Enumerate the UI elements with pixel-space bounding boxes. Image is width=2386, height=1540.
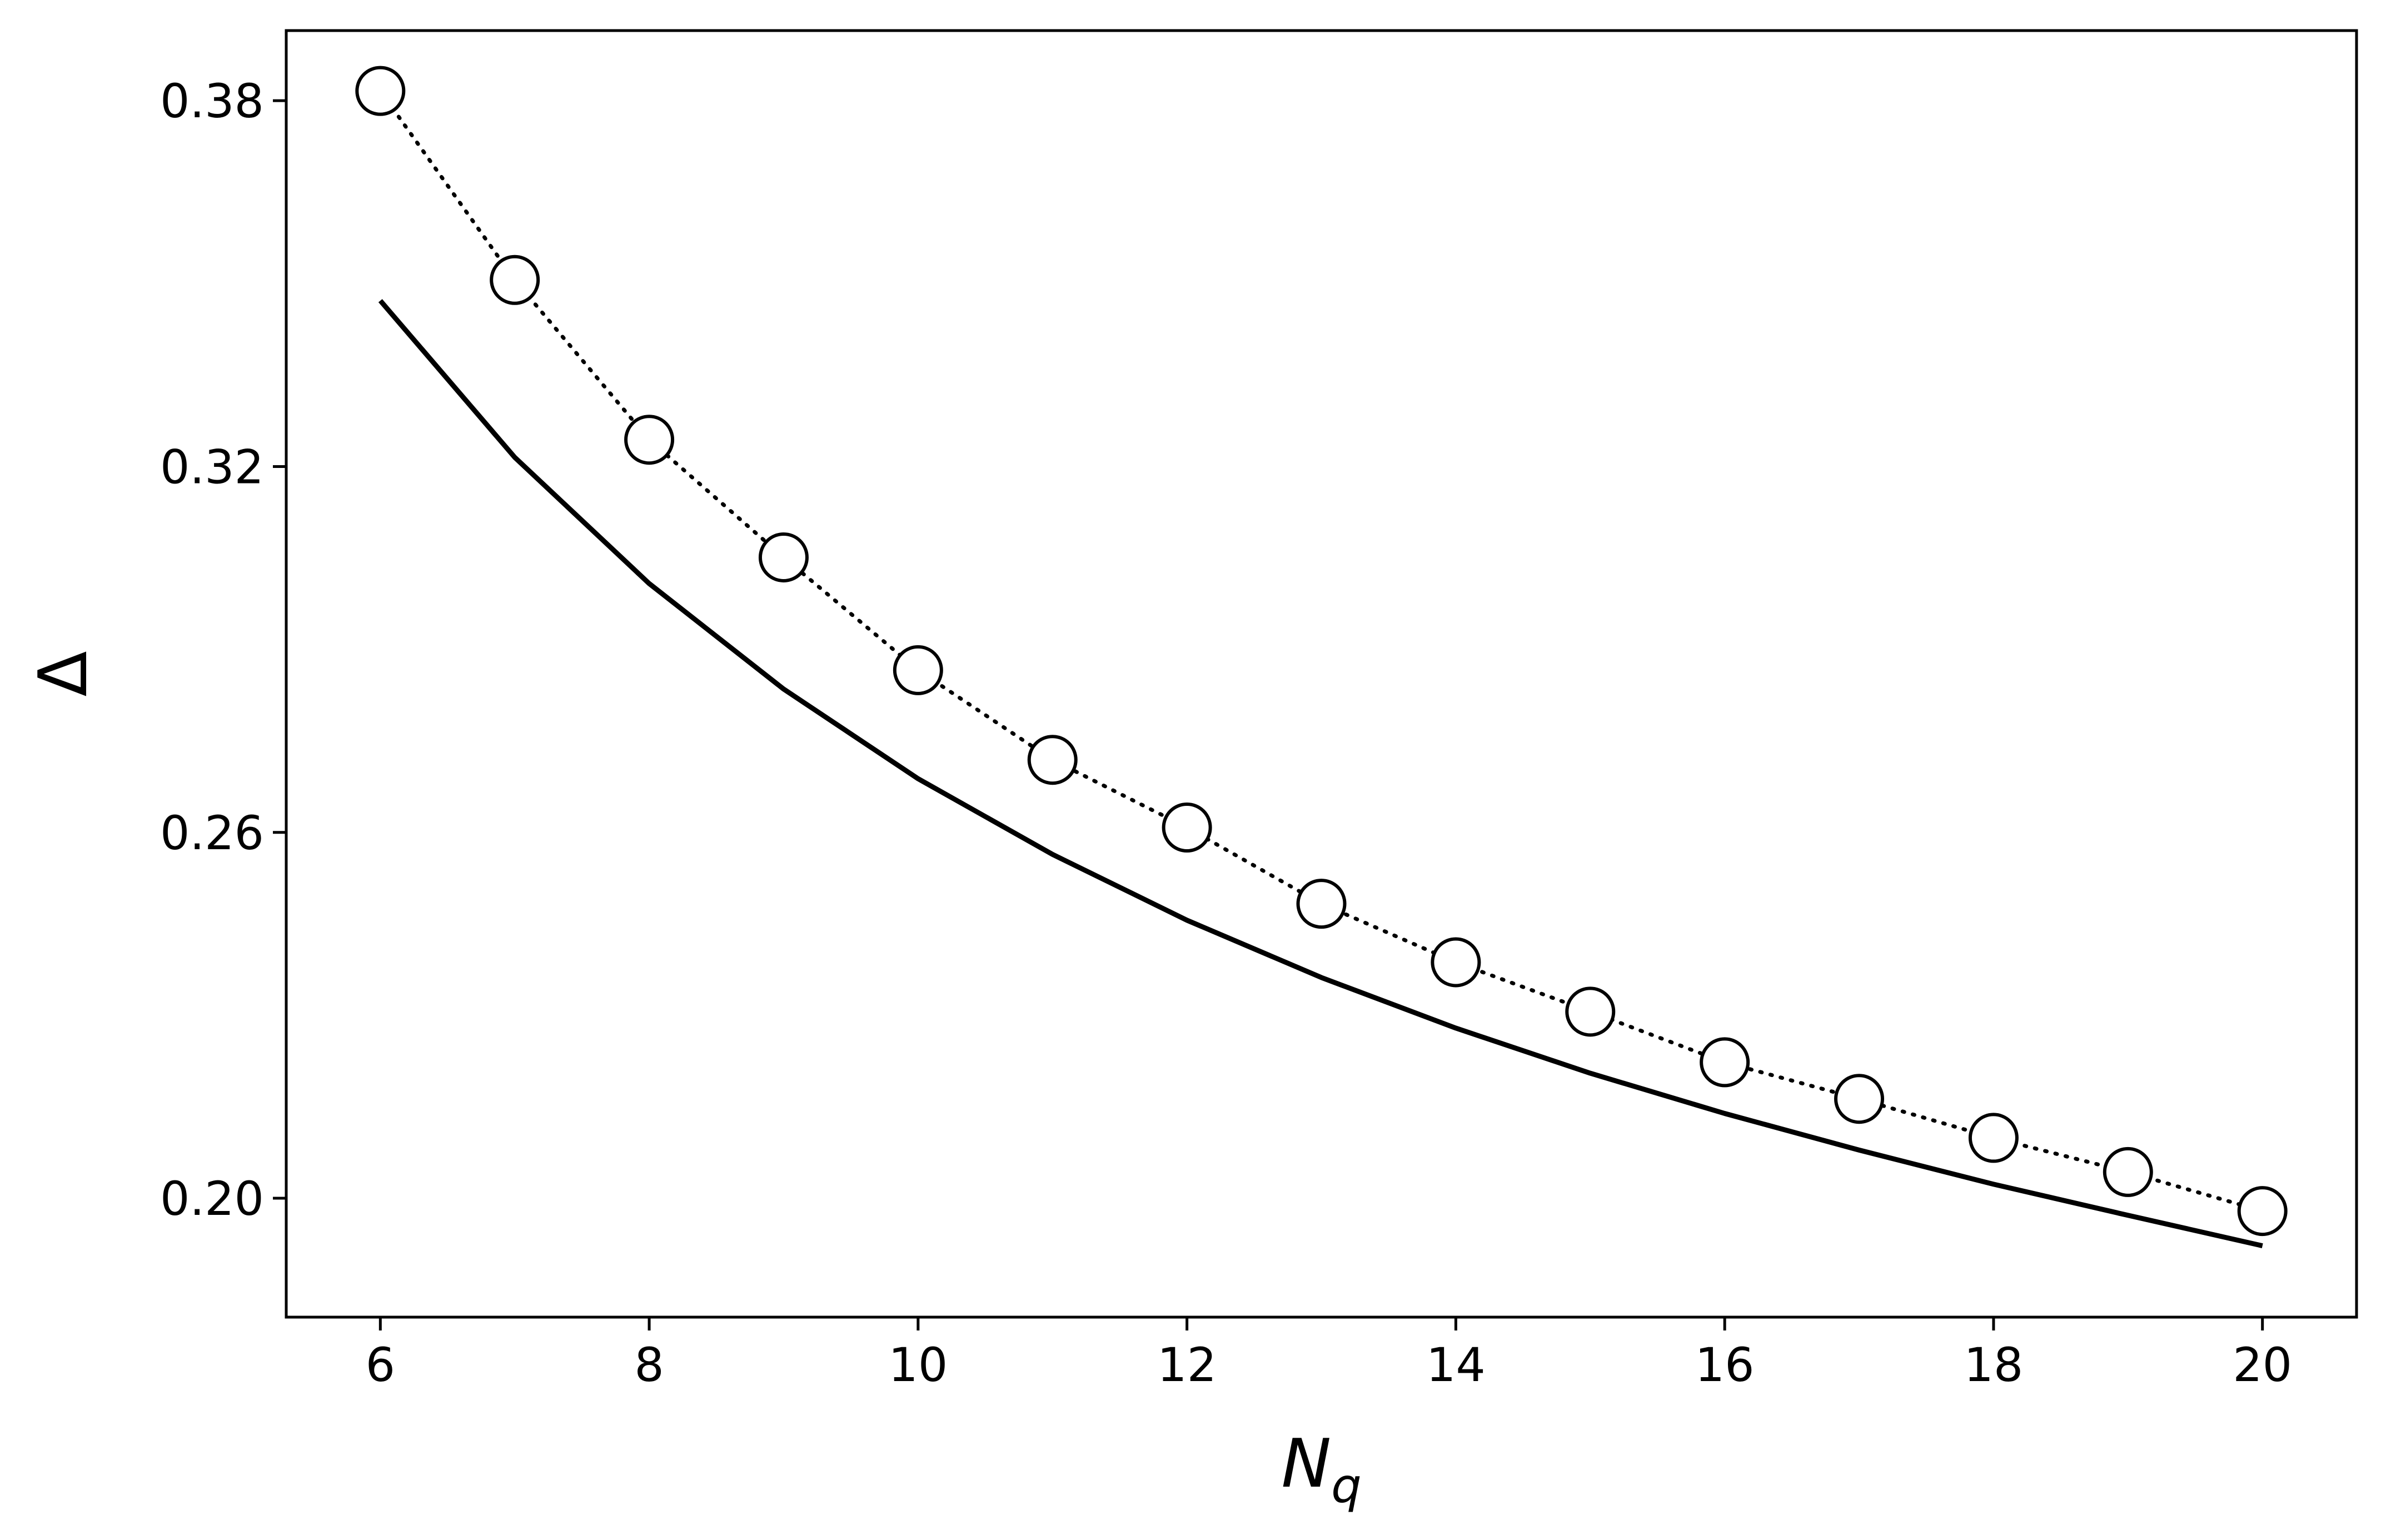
x-axis-label-subscript: q (1331, 1458, 1362, 1514)
y-axis-ticks: 0.20 0.26 0.32 0.38 (160, 74, 286, 1226)
series-2-point (1968, 1113, 2019, 1163)
x-tick-label: 16 (1695, 1338, 1755, 1392)
plot-area-frame (285, 29, 2358, 1319)
x-axis-ticks: 6 8 10 12 14 16 18 20 (366, 1317, 2292, 1392)
x-axis-label-main: N (1281, 1426, 1331, 1503)
series-2-point (2103, 1147, 2153, 1197)
y-tick-label: 0.26 (160, 806, 264, 860)
series-2-point (1027, 735, 1078, 785)
series-2-point (355, 66, 406, 116)
series-1-line (378, 299, 2263, 1248)
y-tick-label: 0.38 (160, 74, 264, 128)
x-tick-label: 14 (1426, 1338, 1486, 1392)
series-2-point (1431, 937, 1481, 988)
x-tick-label: 8 (634, 1338, 664, 1392)
x-tick-label: 6 (366, 1338, 395, 1392)
series-2-point (490, 255, 540, 305)
series-2-point (1296, 879, 1347, 929)
x-tick-label: 18 (1964, 1338, 2023, 1392)
series-layer (355, 66, 2288, 1248)
series-2-point (758, 532, 809, 582)
x-tick-label: 10 (888, 1338, 948, 1392)
series-2-point (1700, 1037, 1750, 1088)
x-tick-label: 20 (2233, 1338, 2292, 1392)
y-tick-label: 0.20 (160, 1172, 264, 1226)
series-2-point (1162, 802, 1212, 853)
y-axis-label: Δ (25, 651, 102, 696)
series-2-point (2237, 1186, 2288, 1237)
series-2-point (1565, 986, 1616, 1037)
series-2-point (624, 415, 675, 465)
series-2-point (1834, 1074, 1885, 1124)
y-tick-label: 0.32 (160, 440, 264, 494)
x-axis-label: Nq (1281, 1426, 1361, 1514)
x-tick-label: 12 (1157, 1338, 1217, 1392)
series-2-point (893, 645, 943, 695)
